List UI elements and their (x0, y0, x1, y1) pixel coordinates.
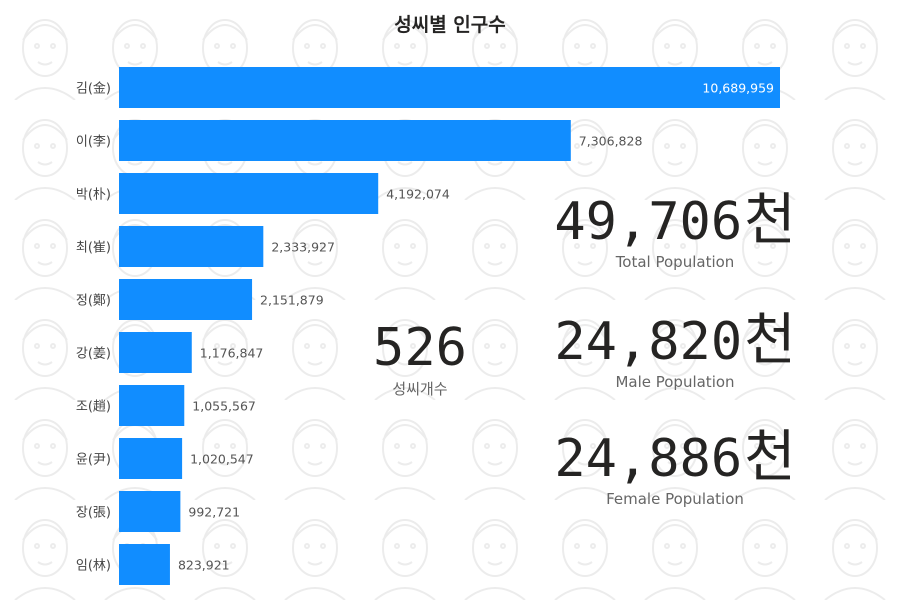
data-label: 1,055,567 (192, 399, 256, 414)
category-label: 임(林) (76, 559, 111, 574)
female-population-unit: 천 (744, 425, 796, 490)
male-population-unit: 천 (744, 308, 796, 373)
category-label: 이(李) (76, 135, 111, 150)
data-label: 4,192,074 (386, 187, 450, 202)
category-label: 강(姜) (76, 347, 111, 362)
kpi-total-population: 49,706천 Total Population (545, 192, 805, 272)
male-population-label: Male Population (615, 373, 735, 391)
total-population-label: Total Population (615, 253, 735, 271)
category-label: 김(金) (76, 81, 111, 97)
bar[interactable] (119, 120, 571, 161)
category-label: 장(張) (76, 506, 111, 521)
total-population-unit: 천 (744, 188, 796, 253)
data-label: 10,689,959 (702, 81, 774, 96)
data-label: 2,333,927 (271, 240, 335, 255)
category-label: 윤(尹) (76, 453, 111, 468)
category-label: 박(朴) (76, 188, 111, 203)
surname-count-value: 526 (373, 318, 467, 378)
bar[interactable] (119, 544, 170, 585)
bar[interactable] (119, 279, 253, 320)
data-label: 2,151,879 (260, 293, 324, 308)
category-label: 조(趙) (76, 399, 111, 415)
data-label: 823,921 (178, 558, 230, 573)
bar[interactable] (119, 491, 181, 532)
female-population-label: Female Population (606, 490, 744, 508)
surname-count-label: 성씨개수 (392, 380, 448, 398)
data-label: 7,306,828 (579, 134, 643, 149)
category-label: 정(鄭) (76, 294, 111, 309)
kpi-surname-count: 526 성씨개수 (355, 322, 485, 399)
data-label: 1,176,847 (200, 346, 264, 361)
male-population-value: 24,820 (554, 312, 743, 372)
bar[interactable] (119, 332, 192, 373)
kpi-female-population: 24,886천 Female Population (545, 429, 805, 509)
chart-title: 성씨별 인구수 (394, 14, 506, 36)
bar[interactable] (119, 438, 183, 479)
kpi-male-population: 24,820천 Male Population (545, 312, 805, 392)
data-label: 992,721 (188, 505, 240, 520)
bar[interactable] (119, 67, 780, 108)
female-population-value: 24,886 (554, 429, 743, 489)
category-label: 최(崔) (76, 240, 111, 256)
bar[interactable] (119, 385, 185, 426)
total-population-value: 49,706 (554, 192, 743, 252)
data-label: 1,020,547 (190, 452, 254, 467)
bar[interactable] (119, 173, 379, 214)
bar[interactable] (119, 226, 264, 267)
